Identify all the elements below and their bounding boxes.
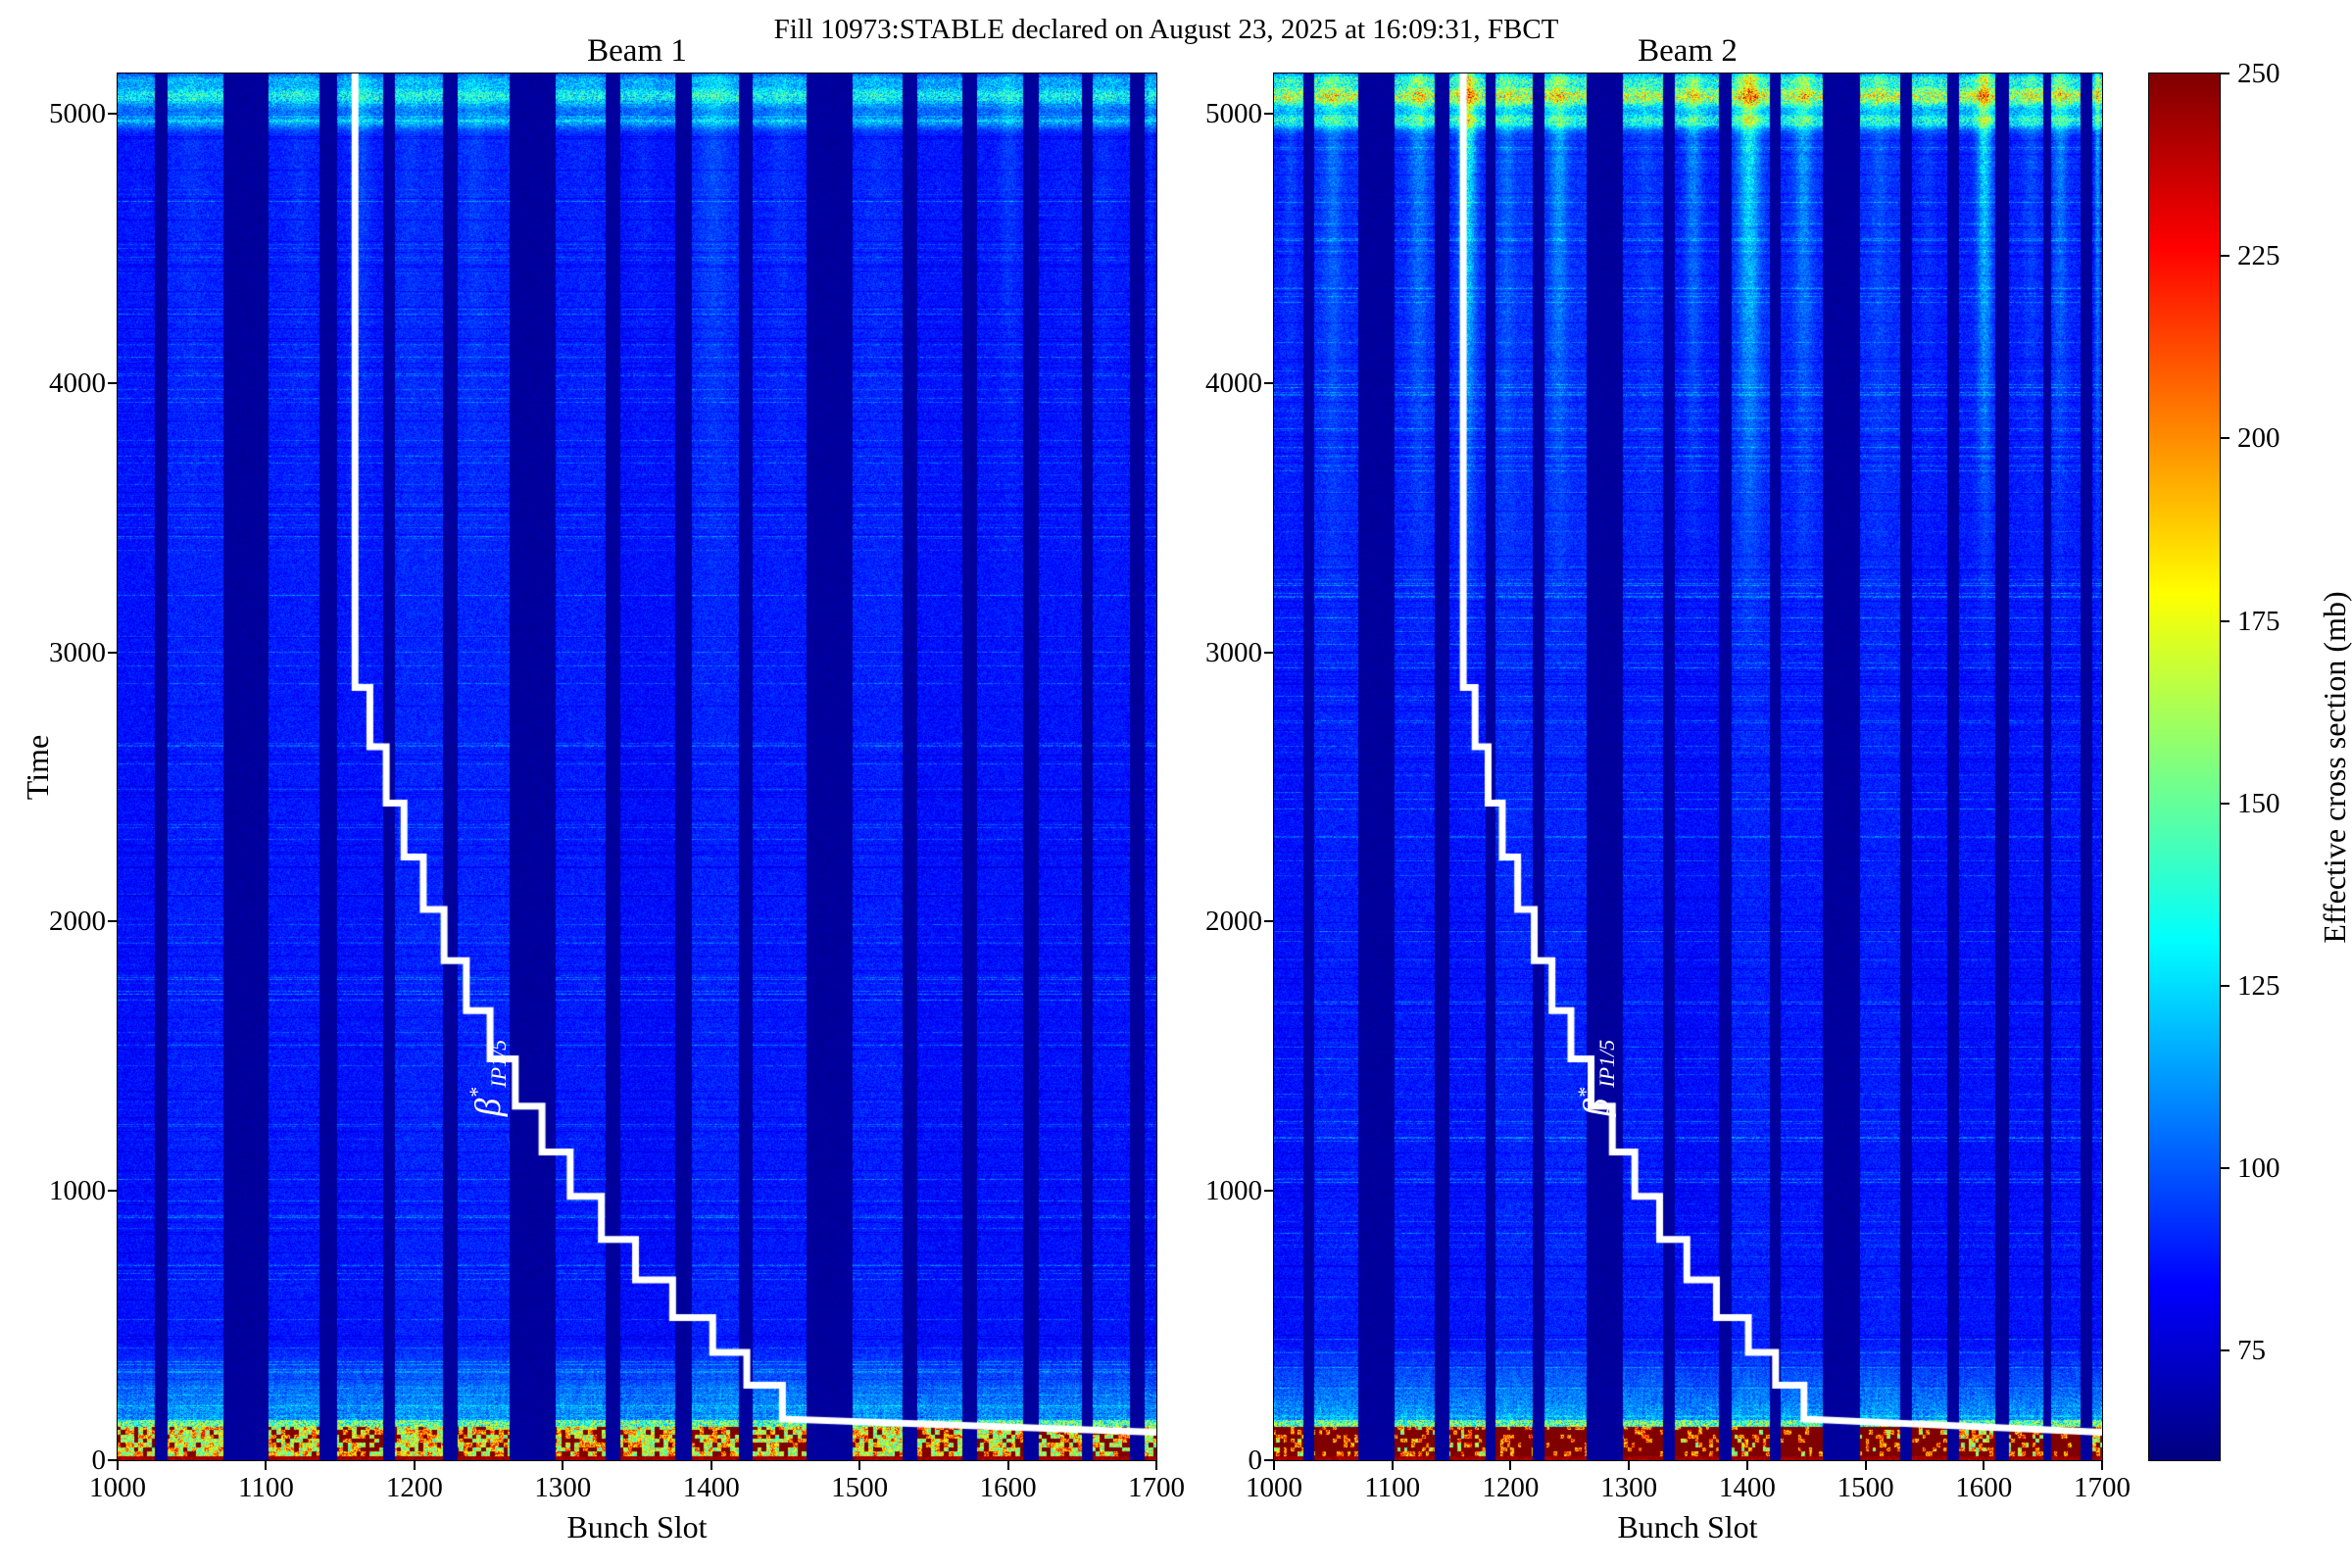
figure-title: Fill 10973:STABLE declared on August 23,…: [773, 14, 1559, 45]
x-tick-label: 1300: [534, 1472, 592, 1503]
y-tick-mark: [108, 113, 118, 116]
x-tick-label: 1700: [2074, 1472, 2131, 1503]
x-tick-mark: [562, 1460, 564, 1470]
x-tick-mark: [1628, 1460, 1631, 1470]
y-tick-label: 0: [91, 1445, 107, 1476]
beta-star-sub: IP1/5: [486, 1039, 511, 1088]
colorbar-tick-label: 250: [2237, 58, 2280, 89]
colorbar-tick-mark: [2220, 255, 2230, 258]
x-tick-mark: [1983, 1460, 1985, 1470]
y-tick-mark: [1264, 1190, 1274, 1193]
y-tick-mark: [1264, 381, 1274, 384]
x-tick-label: 1100: [237, 1472, 294, 1503]
y-tick-mark: [108, 920, 118, 923]
colorbar-tick-mark: [2220, 802, 2230, 805]
colorbar-tick-mark: [2220, 1167, 2230, 1170]
x-tick-mark: [265, 1460, 268, 1470]
colorbar-tick-mark: [2220, 1349, 2230, 1352]
y-tick-label: 3000: [1205, 636, 1262, 668]
x-tick-mark: [413, 1460, 416, 1470]
x-tick-label: 1000: [1246, 1472, 1302, 1503]
x-tick-mark: [858, 1460, 861, 1470]
colorbar-tick-mark: [2220, 619, 2230, 622]
y-tick-label: 4000: [49, 367, 106, 399]
beta-star-sup: *: [465, 1087, 489, 1099]
y-tick-label: 2000: [1205, 906, 1262, 938]
y-tick-mark: [1264, 651, 1274, 654]
x-tick-mark: [1391, 1460, 1394, 1470]
x-tick-mark: [710, 1460, 712, 1470]
y-tick-label: 1000: [49, 1175, 106, 1207]
x-tick-mark: [117, 1460, 119, 1470]
x-tick-label: 1300: [1600, 1472, 1658, 1503]
y-tick-mark: [108, 651, 118, 654]
y-tick-label: 1000: [1205, 1175, 1262, 1207]
beam1-heatmap: [117, 73, 1157, 1461]
colorbar-tick-mark: [2220, 984, 2230, 987]
beam2-bunch-slot-label: Bunch Slot: [1617, 1509, 1758, 1544]
x-tick-label: 1600: [1955, 1472, 2013, 1503]
y-tick-mark: [108, 381, 118, 384]
y-tick-mark: [1264, 920, 1274, 923]
y-tick-mark: [1264, 1459, 1274, 1461]
time-axis-label: Time: [20, 734, 55, 801]
y-tick-label: 3000: [49, 636, 106, 668]
beam1-title: Beam 1: [587, 33, 687, 69]
beta-symbol: β: [1577, 1098, 1617, 1117]
colorbar-tick-label: 150: [2237, 787, 2280, 819]
x-tick-mark: [1155, 1460, 1157, 1470]
y-tick-label: 0: [1248, 1445, 1263, 1476]
beam2-beta-star-label: β*IP1/5: [1564, 995, 1619, 1161]
x-tick-label: 1200: [1482, 1472, 1540, 1503]
beam1-bunch-slot-label: Bunch Slot: [566, 1509, 708, 1544]
beta-star-sub: IP1/5: [1594, 1039, 1619, 1088]
x-tick-mark: [1006, 1460, 1009, 1470]
x-tick-label: 1500: [1837, 1472, 1894, 1503]
colorbar-tick-mark: [2220, 437, 2230, 440]
x-tick-label: 1100: [1364, 1472, 1421, 1503]
x-tick-label: 1400: [1718, 1472, 1776, 1503]
beta-symbol: β: [468, 1098, 509, 1117]
y-tick-label: 2000: [49, 906, 106, 938]
x-tick-mark: [1273, 1460, 1275, 1470]
beam2-title: Beam 2: [1638, 33, 1738, 69]
colorbar-tick-label: 175: [2237, 605, 2280, 637]
beta-star-sup: *: [1573, 1087, 1597, 1099]
colorbar-tick-label: 100: [2237, 1152, 2280, 1185]
x-tick-label: 1200: [385, 1472, 443, 1503]
x-tick-mark: [1509, 1460, 1512, 1470]
colorbar: [2148, 73, 2221, 1461]
x-tick-label: 1000: [89, 1472, 146, 1503]
y-tick-mark: [108, 1190, 118, 1193]
x-tick-mark: [1864, 1460, 1867, 1470]
y-tick-label: 5000: [1205, 98, 1262, 130]
colorbar-tick-label: 200: [2237, 422, 2280, 455]
y-tick-label: 5000: [49, 98, 106, 130]
colorbar-tick-mark: [2220, 73, 2230, 74]
colorbar-tick-label: 225: [2237, 240, 2280, 272]
x-tick-label: 1700: [1128, 1472, 1185, 1503]
x-tick-mark: [1745, 1460, 1748, 1470]
y-tick-mark: [1264, 113, 1274, 116]
x-tick-label: 1400: [682, 1472, 740, 1503]
y-tick-mark: [108, 1459, 118, 1461]
beam2-heatmap: [1273, 73, 2103, 1461]
beam1-beta-star-label: β*IP1/5: [456, 995, 511, 1161]
x-tick-label: 1500: [831, 1472, 889, 1503]
colorbar-tick-label: 125: [2237, 969, 2280, 1002]
colorbar-tick-label: 75: [2237, 1335, 2266, 1367]
x-tick-label: 1600: [979, 1472, 1037, 1503]
x-tick-mark: [2101, 1460, 2103, 1470]
y-tick-label: 4000: [1205, 367, 1262, 399]
